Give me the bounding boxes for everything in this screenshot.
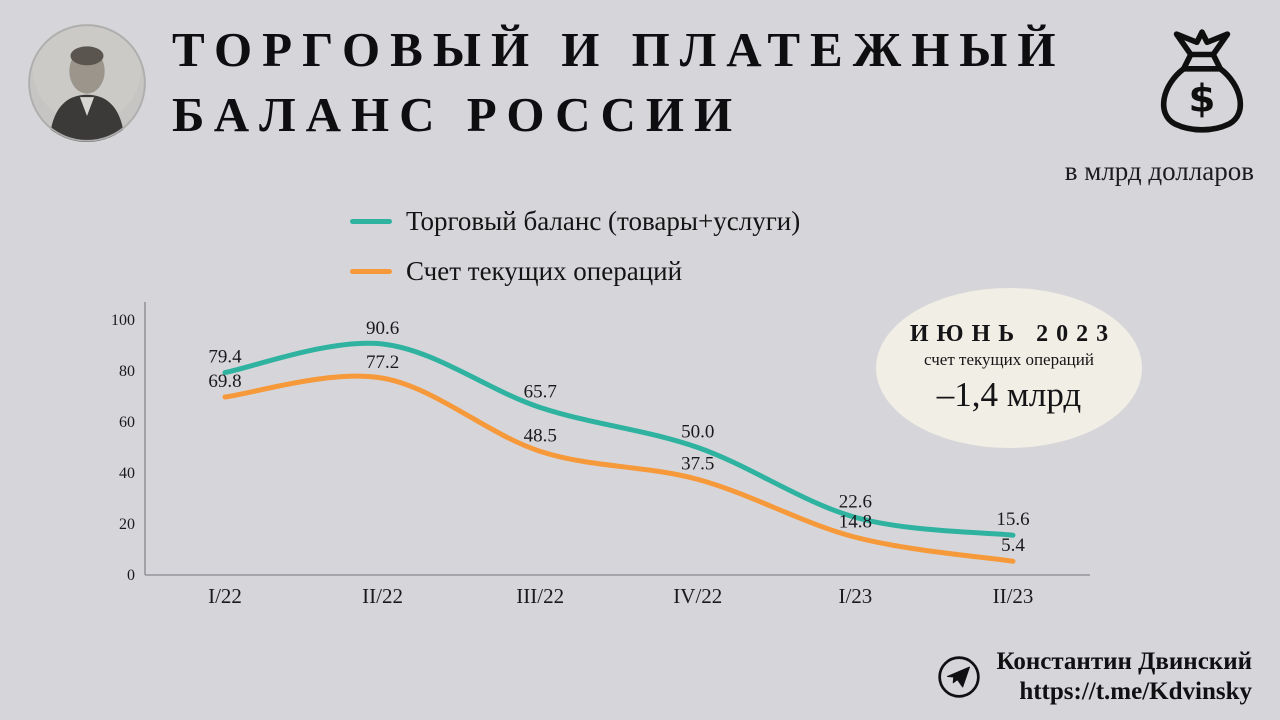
legend-item-trade-balance: Торговый баланс (товары+услуги) [350, 196, 800, 246]
telegram-icon [938, 655, 981, 698]
callout-value: –1,4 млрд [936, 375, 1082, 414]
footer: Константин Двинский https://t.me/Kdvinsk… [936, 647, 1252, 706]
svg-text:37.5: 37.5 [681, 453, 714, 474]
legend-label-current-account: Счет текущих операций [406, 255, 683, 286]
money-bag-icon: $ [1146, 26, 1258, 138]
page-title: ТОРГОВЫЙ И ПЛАТЕЖНЫЙ БАЛАНС РОССИИ [172, 18, 1092, 147]
chart-legend: Торговый баланс (товары+услуги) Счет тек… [350, 196, 800, 296]
svg-text:65.7: 65.7 [524, 381, 557, 402]
svg-text:40: 40 [119, 465, 135, 482]
svg-text:15.6: 15.6 [996, 509, 1029, 530]
callout-subtitle: счет текущих операций [924, 350, 1094, 369]
svg-text:IV/22: IV/22 [673, 584, 722, 608]
unit-label: в млрд долларов [1064, 156, 1254, 186]
svg-text:69.8: 69.8 [208, 371, 241, 392]
svg-text:22.6: 22.6 [839, 491, 872, 512]
telegram-url: https://t.me/Kdvinsky [1019, 677, 1252, 705]
svg-text:20: 20 [119, 516, 135, 533]
portrait-photo [28, 24, 146, 142]
svg-text:77.2: 77.2 [366, 352, 399, 373]
portrait-silhouette [28, 24, 146, 142]
callout-title: ИЮНЬ 2023 [909, 321, 1117, 347]
footer-text: Константин Двинский https://t.me/Kdvinsk… [996, 647, 1252, 706]
page-title-line-2: БАЛАНС РОССИИ [172, 86, 743, 142]
dollar-sign: $ [1189, 77, 1216, 122]
svg-text:I/22: I/22 [208, 584, 242, 608]
svg-text:90.6: 90.6 [366, 318, 399, 339]
legend-swatch-trade-balance [350, 218, 392, 224]
june-2023-callout: ИЮНЬ 2023 счет текущих операций –1,4 млр… [876, 288, 1142, 448]
svg-text:100: 100 [111, 312, 135, 329]
line-chart: 0 20 40 60 80 100 I/22 II/22 III/22 IV/22 I/23 II/2… [111, 302, 1090, 608]
money-bag-svg: $ [1160, 29, 1244, 133]
svg-text:II/22: II/22 [362, 584, 403, 608]
svg-text:0: 0 [127, 567, 135, 584]
svg-text:III/22: III/22 [516, 584, 564, 608]
svg-text:I/23: I/23 [838, 584, 872, 608]
page-title-line-1: ТОРГОВЫЙ И ПЛАТЕЖНЫЙ [172, 22, 1066, 77]
svg-text:5.4: 5.4 [1001, 535, 1025, 556]
author-name: Константин Двинский [996, 648, 1252, 675]
svg-text:14.8: 14.8 [839, 511, 872, 532]
svg-text:50.0: 50.0 [681, 422, 714, 443]
svg-text:48.5: 48.5 [524, 425, 557, 446]
svg-text:80: 80 [119, 363, 135, 380]
legend-item-current-account: Счет текущих операций [350, 246, 800, 296]
svg-text:60: 60 [119, 414, 135, 431]
svg-text:II/23: II/23 [993, 584, 1034, 608]
legend-label-trade-balance: Торговый баланс (товары+услуги) [406, 205, 801, 236]
legend-swatch-current-account [350, 268, 392, 274]
svg-text:79.4: 79.4 [208, 347, 242, 368]
